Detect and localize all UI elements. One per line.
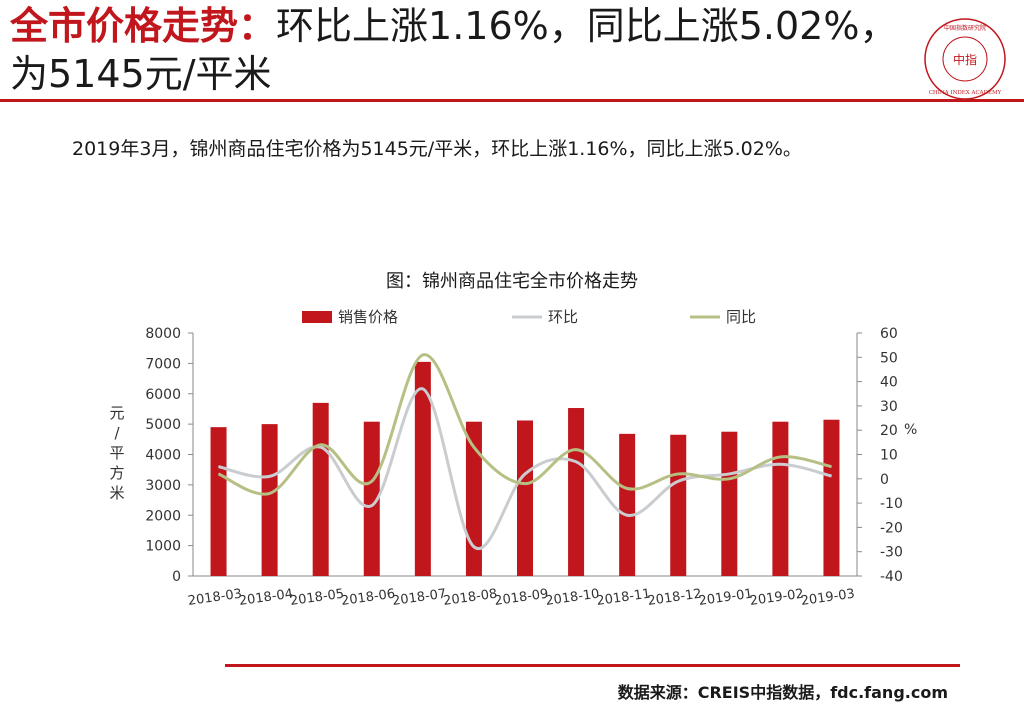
page-title-lead: 全市价格走势： bbox=[10, 4, 277, 48]
bar-sales-price bbox=[363, 421, 380, 576]
logo-inner-ring-icon bbox=[942, 36, 988, 82]
y-tick-left-label: 2000 bbox=[145, 508, 181, 524]
bar-sales-price bbox=[517, 420, 533, 576]
bar-sales-price bbox=[414, 361, 431, 576]
y-axis-left-label-char: 平 bbox=[109, 444, 124, 462]
point-mom-change bbox=[524, 473, 526, 475]
x-tick-label: 2018-03 bbox=[187, 587, 243, 609]
x-tick-label: 2019-02 bbox=[749, 587, 805, 609]
point-mom-change bbox=[728, 473, 730, 475]
bar-sales-price bbox=[210, 427, 227, 576]
point-yoy-change bbox=[728, 478, 730, 480]
point-mom-change bbox=[218, 466, 220, 468]
point-mom-change bbox=[779, 463, 781, 465]
y-tick-right-label: -30 bbox=[880, 545, 903, 561]
bar-sales-price bbox=[261, 424, 278, 576]
y-tick-right-label: 40 bbox=[880, 375, 898, 391]
point-yoy-change bbox=[626, 488, 628, 490]
bar-sales-price bbox=[670, 434, 687, 576]
point-mom-change bbox=[269, 475, 271, 477]
point-yoy-change bbox=[524, 483, 526, 485]
line-mom-change bbox=[218, 387, 832, 551]
point-yoy-change bbox=[422, 354, 424, 356]
bar-sales-price bbox=[568, 408, 585, 576]
y-axis-left-label-char: 米 bbox=[109, 484, 124, 502]
point-mom-change bbox=[626, 514, 628, 516]
point-yoy-change bbox=[677, 473, 679, 475]
x-tick-label: 2018-04 bbox=[238, 587, 294, 609]
legend-label-bar: 销售价格 bbox=[338, 308, 398, 326]
bar-sales-price bbox=[823, 419, 840, 576]
point-mom-change bbox=[320, 446, 322, 448]
y-tick-right-label: 60 bbox=[880, 326, 898, 342]
y-tick-right-label: 50 bbox=[880, 350, 898, 366]
point-yoy-change bbox=[779, 456, 781, 458]
chart-title: 图：锦州商品住宅全市价格走势 bbox=[386, 271, 638, 292]
x-tick-label: 2018-10 bbox=[545, 587, 601, 609]
logo-center-text: 中指 bbox=[953, 52, 977, 67]
y-tick-right-label: 10 bbox=[880, 448, 898, 464]
title-divider bbox=[0, 99, 1024, 102]
china-index-academy-logo: 中指 中国指数研究院 CHINA INDEX ACADEMY bbox=[924, 18, 1006, 100]
point-yoy-change bbox=[473, 446, 475, 448]
logo-caption-text: CHINA INDEX ACADEMY bbox=[929, 90, 1002, 96]
point-yoy-change bbox=[830, 466, 832, 468]
y-tick-right-label: 30 bbox=[880, 399, 898, 415]
point-mom-change bbox=[473, 546, 475, 548]
line-yoy-change bbox=[217, 353, 832, 496]
point-mom-change bbox=[422, 388, 424, 390]
footer-divider bbox=[225, 664, 960, 667]
point-mom-change bbox=[371, 505, 373, 507]
y-tick-left-label: 6000 bbox=[145, 387, 181, 403]
logo-top-text: 中国指数研究院 bbox=[944, 24, 986, 32]
page-title: 全市价格走势：环比上涨1.16%，同比上涨5.02%，为5145元/平米 bbox=[10, 2, 910, 98]
point-mom-change bbox=[830, 475, 832, 477]
x-tick-label: 2018-11 bbox=[596, 587, 652, 609]
bar-sales-price bbox=[465, 421, 482, 576]
y-tick-left-label: 3000 bbox=[145, 478, 181, 494]
y-tick-left-label: 8000 bbox=[145, 326, 181, 342]
point-yoy-change bbox=[269, 492, 271, 494]
bar-sales-price bbox=[772, 421, 789, 576]
y-tick-right-label: 0 bbox=[880, 472, 889, 488]
bar-sales-price bbox=[721, 431, 738, 576]
y-axis-left-label-char: 方 bbox=[109, 464, 124, 482]
y-tick-left-label: 4000 bbox=[145, 448, 181, 464]
logo-outer-ring-icon bbox=[924, 18, 1006, 100]
x-tick-label: 2019-03 bbox=[800, 587, 856, 609]
y-tick-left-label: 1000 bbox=[145, 539, 181, 555]
summary-text: 2019年3月，锦州商品住宅价格为5145元/平米，环比上涨1.16%，同比上涨… bbox=[72, 138, 802, 160]
point-mom-change bbox=[575, 461, 577, 463]
legend-label-line-1: 环比 bbox=[548, 308, 578, 326]
y-tick-left-label: 0 bbox=[172, 569, 181, 585]
point-yoy-change bbox=[371, 480, 373, 482]
legend-swatch-bar bbox=[302, 311, 332, 323]
x-tick-label: 2018-09 bbox=[493, 587, 549, 609]
y-tick-left-label: 5000 bbox=[145, 417, 181, 433]
x-tick-label: 2018-08 bbox=[442, 587, 498, 609]
point-yoy-change bbox=[320, 444, 322, 446]
x-tick-label: 2018-07 bbox=[391, 587, 447, 609]
y-tick-right-label: -40 bbox=[880, 569, 903, 585]
legend-label-line-2: 同比 bbox=[726, 308, 756, 326]
x-tick-label: 2018-12 bbox=[647, 587, 703, 609]
y-tick-right-label: 20 bbox=[880, 423, 898, 439]
y-tick-right-label: -10 bbox=[880, 496, 903, 512]
y-axis-right-label: % bbox=[904, 422, 917, 438]
y-axis-left-label-char: / bbox=[114, 424, 120, 442]
point-yoy-change bbox=[218, 473, 220, 475]
point-mom-change bbox=[677, 480, 679, 482]
bar-sales-price bbox=[619, 433, 636, 576]
y-tick-left-label: 7000 bbox=[145, 356, 181, 372]
x-tick-label: 2018-05 bbox=[289, 587, 345, 609]
bar-sales-price bbox=[312, 402, 329, 576]
data-source: 数据来源：CREIS中指数据，fdc.fang.com bbox=[617, 683, 948, 702]
x-tick-label: 2019-01 bbox=[698, 587, 754, 609]
y-axis-left-label-char: 元 bbox=[109, 404, 124, 422]
page-title-rest: 环比上涨1.16%，同比上涨5.02%，为5145元/平米 bbox=[10, 4, 898, 96]
x-tick-label: 2018-06 bbox=[340, 587, 396, 609]
point-yoy-change bbox=[575, 449, 577, 451]
y-tick-right-label: -20 bbox=[880, 520, 903, 536]
